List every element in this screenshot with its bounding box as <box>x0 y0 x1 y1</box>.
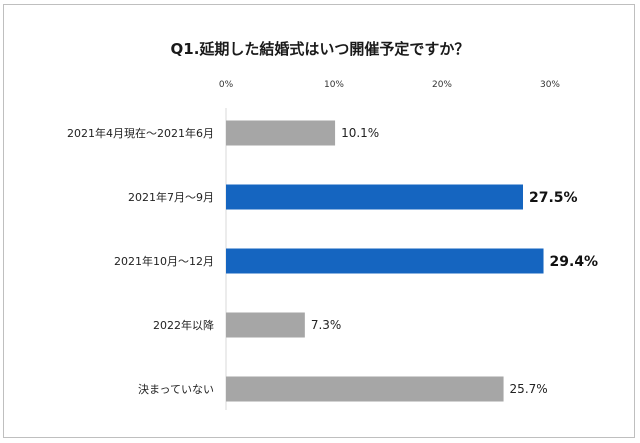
data-label: 25.7% <box>510 382 548 396</box>
data-label: 27.5% <box>529 190 578 206</box>
chart-title: Q1.延期した結婚式はいつ開催予定ですか？ <box>170 40 470 58</box>
category-label: 2021年10月～12月 <box>114 254 214 268</box>
x-tick-label: 20% <box>432 80 452 90</box>
x-tick-label: 0% <box>219 80 234 90</box>
bar <box>226 376 504 402</box>
data-label: 10.1% <box>341 126 379 140</box>
bar <box>226 248 544 274</box>
bar <box>226 312 305 338</box>
x-tick-label: 10% <box>324 80 344 90</box>
x-tick-label: 30% <box>540 80 560 90</box>
category-label: 2022年以降 <box>153 318 214 332</box>
chart-frame <box>3 4 635 438</box>
bar <box>226 120 336 146</box>
category-label: 2021年7月～9月 <box>128 190 214 204</box>
bar <box>226 184 523 210</box>
data-label: 7.3% <box>311 318 342 332</box>
category-label: 2021年4月現在～2021年6月 <box>67 126 214 140</box>
data-label: 29.4% <box>550 254 599 270</box>
category-label: 決まっていない <box>138 383 214 396</box>
